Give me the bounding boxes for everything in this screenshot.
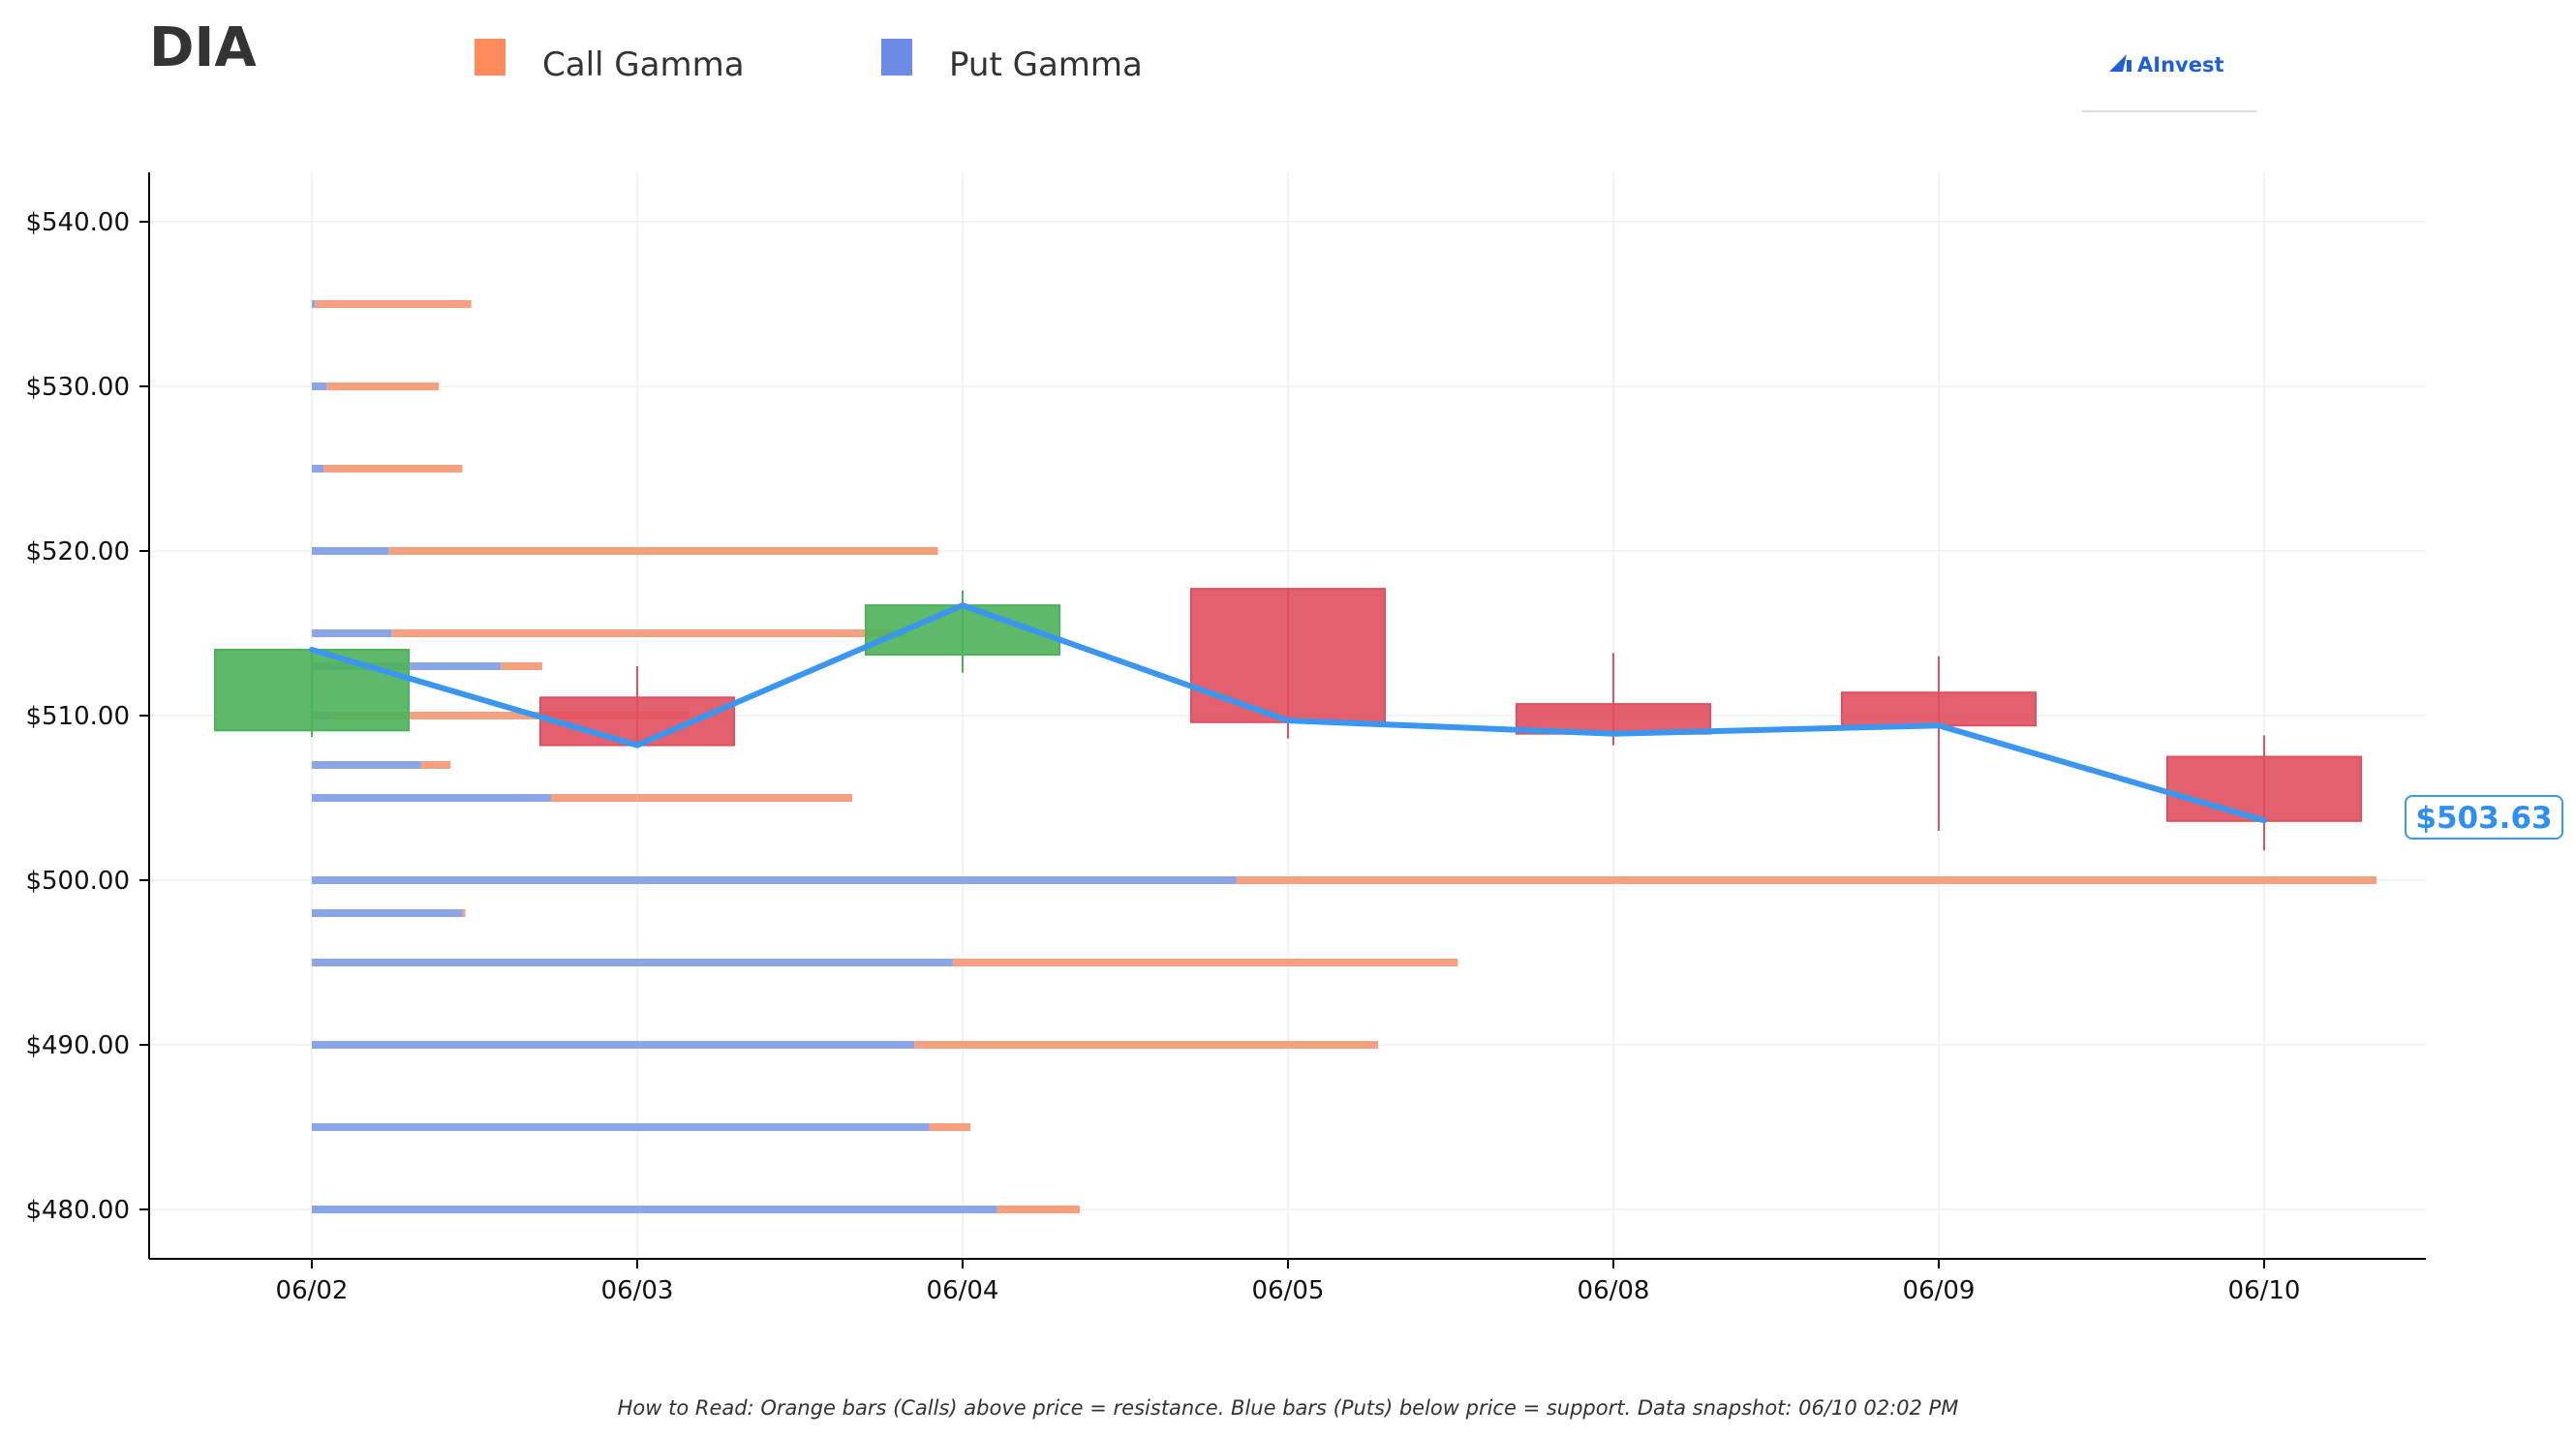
x-tick-label: 06/04 [927, 1276, 999, 1305]
call-gamma-bar [952, 959, 1458, 966]
call-gamma-bar [326, 382, 440, 390]
call-gamma-bar [391, 629, 906, 637]
put-gamma-bar [312, 629, 392, 637]
x-tick-label: 06/08 [1578, 1276, 1650, 1305]
put-gamma-bar [312, 761, 421, 769]
call-gamma-bar [1236, 876, 2377, 884]
put-gamma-bar [312, 959, 953, 966]
current-price-label: $503.63 [2415, 801, 2552, 836]
legend-call-swatch [475, 39, 506, 76]
put-gamma-bar [312, 1041, 915, 1049]
put-gamma-bar [312, 547, 389, 555]
y-tick-label: $540.00 [25, 208, 130, 237]
current-price-tag: $503.63 [2405, 795, 2563, 840]
candle-body [2166, 755, 2362, 822]
close-line [309, 602, 2267, 824]
x-tick-label: 06/09 [1903, 1276, 1976, 1305]
call-gamma-bar [323, 465, 463, 473]
call-gamma-bar [420, 761, 451, 769]
call-gamma-bar [462, 909, 466, 917]
put-gamma-bar [312, 300, 316, 308]
logo-text: AInvest [2137, 53, 2224, 76]
y-tick-label: $480.00 [25, 1196, 130, 1225]
legend-call-label: Call Gamma [542, 46, 745, 84]
y-tick-label: $500.00 [25, 867, 130, 896]
logo: AInvest [2082, 53, 2256, 112]
x-tick-label: 06/10 [2228, 1276, 2301, 1305]
y-tick-label: $530.00 [25, 373, 130, 402]
current-price-box [2405, 795, 2563, 840]
call-gamma-bar [315, 300, 472, 308]
axes: $480.00 $490.00 $500.00 $510.00 $520.00 $530.… [25, 172, 2426, 1305]
call-gamma-bar [329, 712, 690, 719]
close-price-line [309, 602, 2267, 824]
chart-title: DIA [149, 16, 257, 79]
candles [214, 588, 2362, 851]
x-tick-label: 06/03 [601, 1276, 674, 1305]
put-gamma-bar [312, 794, 552, 802]
gamma-bars [312, 300, 2377, 1213]
y-tick-label: $520.00 [25, 537, 130, 566]
put-gamma-bar [312, 382, 327, 390]
candle-body [1190, 588, 1386, 723]
call-gamma-bar [914, 1041, 1379, 1049]
put-gamma-bar [312, 876, 1237, 884]
legend: Call Gamma Put Gamma [475, 39, 1143, 84]
put-gamma-bar [312, 909, 463, 917]
x-tick-label: 06/05 [1252, 1276, 1325, 1305]
y-tick-label: $510.00 [25, 702, 130, 731]
x-tick-label: 06/02 [276, 1276, 349, 1305]
candle-body [539, 696, 735, 747]
footnote: How to Read: Orange bars (Calls) above p… [618, 1396, 1959, 1420]
y-tick-label: $490.00 [25, 1031, 130, 1060]
call-gamma-bar [997, 1206, 1080, 1213]
candle-body [1841, 691, 2037, 727]
call-gamma-bar [388, 547, 938, 555]
put-gamma-bar [312, 465, 324, 473]
put-gamma-bar [312, 1123, 930, 1131]
ainvest-logo-icon [2109, 54, 2131, 72]
legend-put-swatch [881, 39, 912, 76]
call-gamma-bar [551, 794, 853, 802]
call-gamma-bar [501, 662, 542, 670]
candle-body [214, 649, 410, 732]
legend-put-label: Put Gamma [949, 46, 1143, 84]
put-gamma-bar [312, 1206, 997, 1213]
call-gamma-bar [929, 1123, 971, 1131]
